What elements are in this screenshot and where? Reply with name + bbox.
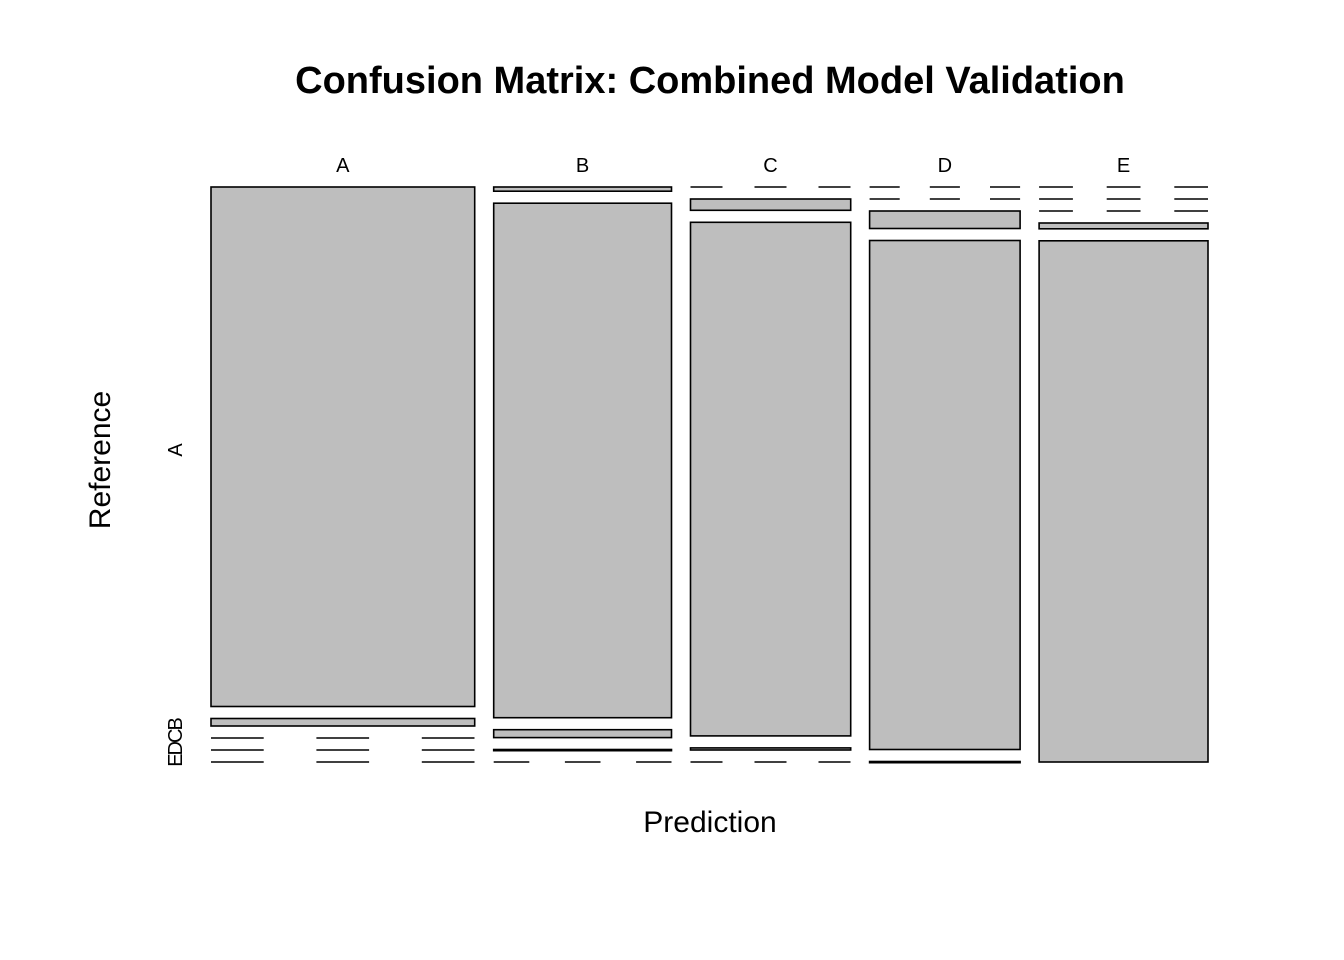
x-tick-label-c: C <box>763 155 777 177</box>
y-tick-label-a: A <box>165 443 187 457</box>
x-tick-label-e: E <box>1117 155 1130 177</box>
cell-pred-e-ref-e <box>1038 240 1209 763</box>
cell-pred-b-ref-d <box>492 748 673 752</box>
cell-pred-b-ref-c <box>492 728 673 739</box>
x-tick-label-b: B <box>576 155 589 177</box>
y-tick-label-rest: EDCB <box>165 718 187 767</box>
cell-pred-b-ref-b <box>492 202 673 719</box>
chart-title: Confusion Matrix: Combined Model Validat… <box>295 60 1125 102</box>
cell-pred-b-ref-a <box>492 186 673 192</box>
cell-pred-c-ref-b <box>689 198 852 212</box>
cell-pred-d-ref-d <box>868 239 1021 751</box>
x-tick-label-d: D <box>938 155 952 177</box>
x-axis-title: Prediction <box>643 806 776 839</box>
cell-pred-d-ref-e <box>868 760 1021 764</box>
cell-pred-c-ref-c <box>689 221 852 737</box>
cell-pred-a-ref-a <box>210 186 476 708</box>
x-tick-label-a: A <box>336 155 350 177</box>
y-axis-title: Reference <box>84 391 117 529</box>
x-tick-labels: A B C D E <box>336 155 1130 177</box>
cell-pred-c-ref-d <box>689 747 852 751</box>
y-tick-labels: A EDCB <box>165 443 187 767</box>
cell-pred-e-ref-d <box>1038 222 1209 230</box>
mosaic-cells <box>210 186 1209 764</box>
cell-pred-d-ref-c <box>868 210 1021 230</box>
cell-pred-a-ref-b <box>210 717 476 727</box>
